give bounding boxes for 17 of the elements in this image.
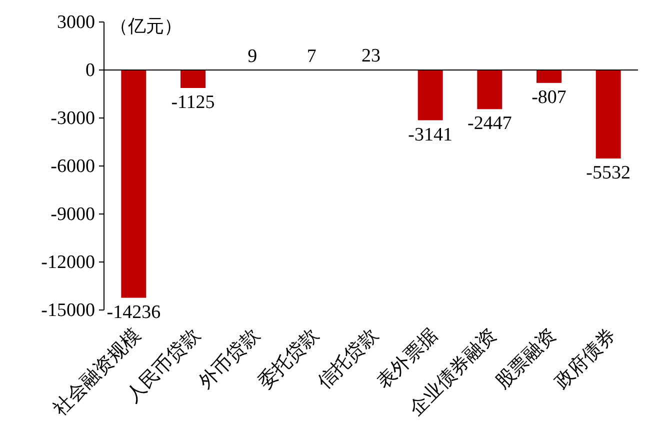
y-tick-label: -3000	[50, 108, 95, 129]
y-tick-label: 3000	[57, 12, 95, 33]
data-label: -5532	[586, 162, 630, 184]
y-tick-label: -6000	[50, 156, 95, 177]
y-tick-label: 0	[86, 60, 95, 81]
data-label: 7	[306, 46, 316, 67]
data-label: -1125	[171, 92, 215, 113]
data-label: 23	[362, 46, 380, 67]
y-tick-label: -15000	[41, 300, 95, 321]
data-label: 9	[248, 46, 258, 67]
data-label: -3141	[408, 124, 452, 146]
y-axis-title: （亿元）	[110, 16, 182, 36]
data-label: -2447	[468, 113, 512, 134]
y-tick-label: -9000	[50, 204, 95, 225]
data-label: -14236	[106, 302, 161, 323]
y-tick-label: -12000	[41, 252, 95, 273]
data-label: -807	[532, 86, 566, 108]
